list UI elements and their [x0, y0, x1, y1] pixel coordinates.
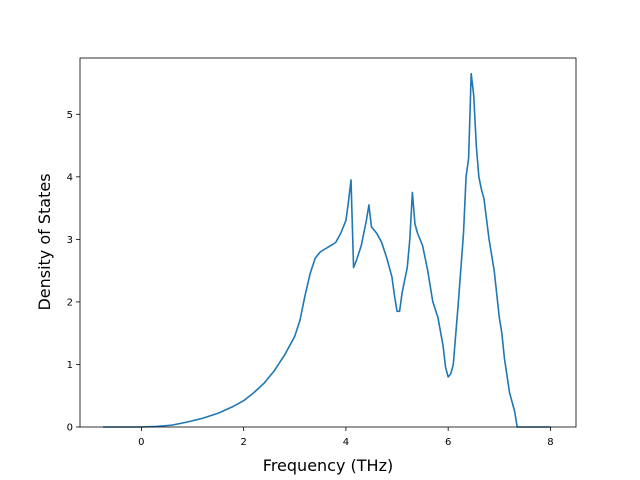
y-tick-label: 5 [67, 110, 73, 121]
plot-frame [79, 57, 577, 428]
x-tick-label: 4 [343, 437, 349, 448]
y-axis-ticks: 0 1 2 3 4 5 [67, 110, 80, 434]
y-tick-label: 2 [67, 297, 73, 308]
y-axis-label: Density of States [35, 173, 54, 310]
x-axis-label: Frequency (THz) [263, 456, 393, 475]
dos-series-line-0 [103, 72, 551, 428]
x-tick-label: 6 [445, 437, 451, 448]
x-tick-label: 2 [240, 437, 246, 448]
y-tick-label: 1 [67, 360, 73, 371]
plot-background [80, 58, 576, 427]
x-tick-label: 0 [138, 437, 144, 448]
y-tick-label: 0 [67, 423, 73, 434]
y-tick-label: 3 [67, 235, 73, 246]
x-axis-ticks: 0 2 4 6 8 [138, 427, 554, 448]
y-tick-label: 4 [67, 172, 73, 183]
x-tick-label: 8 [547, 437, 553, 448]
plot-marks [103, 72, 551, 428]
